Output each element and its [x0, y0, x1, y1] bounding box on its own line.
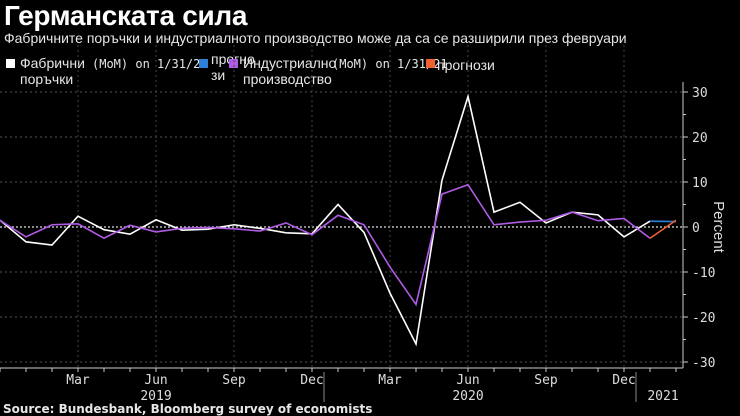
y-tick-label: 0	[692, 221, 700, 236]
legend-label: Индустриално	[243, 55, 337, 71]
legend-item-factory-orders: Фабрични поръчки	[6, 55, 85, 87]
x-tick-label: Mar	[66, 373, 90, 388]
year-label: 2020	[452, 389, 483, 404]
legend-swatch-purple	[229, 59, 238, 68]
x-tick-label: Sep	[534, 373, 558, 388]
legend-item-production-forecast: прогнози	[426, 55, 495, 73]
year-label: 2019	[140, 389, 171, 404]
y-tick-label: -20	[692, 311, 715, 326]
x-tick-label: Dec	[612, 373, 635, 388]
x-tick-label: Mar	[378, 373, 402, 388]
chart-title: Германската сила	[4, 0, 248, 31]
y-tick-label: -10	[692, 266, 715, 281]
legend-swatch-orange	[426, 59, 435, 68]
y-tick-label: 30	[692, 86, 708, 101]
legend-item-industrial-production: Индустриално производство	[229, 55, 336, 87]
x-tick-label: Sep	[222, 373, 246, 388]
y-axis-label: Percent	[710, 201, 727, 254]
legend-label: Фабрични	[20, 55, 85, 71]
year-label: 2021	[647, 389, 678, 404]
source-note: Source: Bundesbank, Bloomberg survey of …	[3, 402, 373, 416]
series-line-0	[0, 93, 651, 347]
legend-label: производство	[243, 71, 332, 87]
legend-item-orders-forecast: прогно зи	[199, 51, 255, 83]
legend-label: зи	[211, 67, 226, 83]
x-tick-label: Dec	[300, 373, 323, 388]
series-line-3	[649, 219, 677, 239]
legend-swatch-blue	[199, 59, 208, 68]
x-tick-label: Jun	[144, 373, 167, 388]
chart-subtitle: Фабричните поръчки и индустриалното прои…	[4, 30, 627, 46]
y-tick-label: -30	[692, 356, 715, 371]
legend-label: прогнози	[437, 57, 495, 73]
legend-label: поръчки	[20, 71, 74, 87]
series-line-2	[0, 183, 651, 307]
legend-note: (MoM) on 1/31/21	[92, 57, 208, 71]
y-tick-label: 10	[692, 176, 708, 191]
legend-note: (MoM) on 1/31/21	[332, 57, 448, 71]
x-tick-label: Jun	[456, 373, 479, 388]
legend-swatch-white	[6, 59, 15, 68]
y-tick-label: 20	[692, 131, 708, 146]
